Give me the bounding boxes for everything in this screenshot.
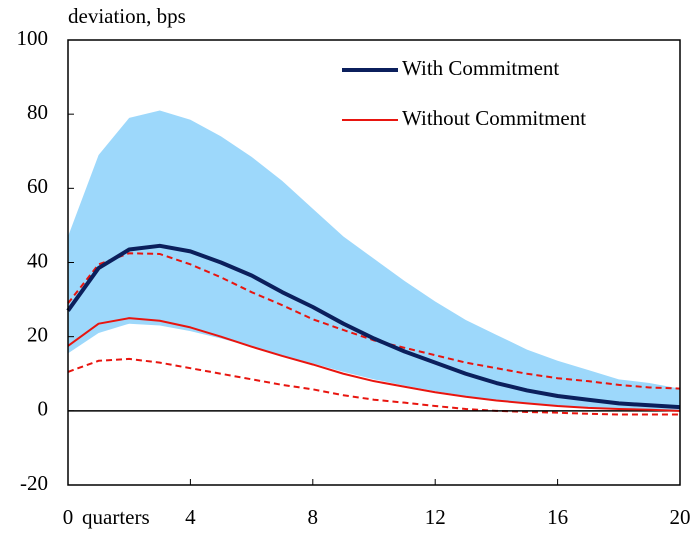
- x-tick-label: 4: [185, 505, 196, 529]
- x-tick-label: 20: [670, 505, 691, 529]
- line: [67, 317, 681, 412]
- y-tick-label: 80: [27, 100, 48, 124]
- x-axis-label: quarters: [82, 505, 150, 529]
- legend-label: Without Commitment: [402, 106, 586, 130]
- legend-label: With Commitment: [402, 56, 559, 80]
- y-tick-label: 40: [27, 248, 48, 272]
- x-tick-label: 0: [63, 505, 74, 529]
- band-line: [67, 357, 680, 416]
- y-tick-label: 60: [27, 174, 48, 198]
- y-axis-label: deviation, bps: [68, 4, 186, 28]
- y-tick-label: 0: [38, 397, 49, 421]
- y-tick-label: 20: [27, 322, 48, 346]
- x-tick-label: 16: [547, 505, 568, 529]
- confidence-band: [68, 110, 680, 411]
- y-tick-label: -20: [20, 471, 48, 495]
- x-tick-label: 8: [308, 505, 319, 529]
- line: [66, 243, 681, 410]
- x-tick-label: 12: [425, 505, 446, 529]
- y-tick-label: 100: [17, 26, 49, 50]
